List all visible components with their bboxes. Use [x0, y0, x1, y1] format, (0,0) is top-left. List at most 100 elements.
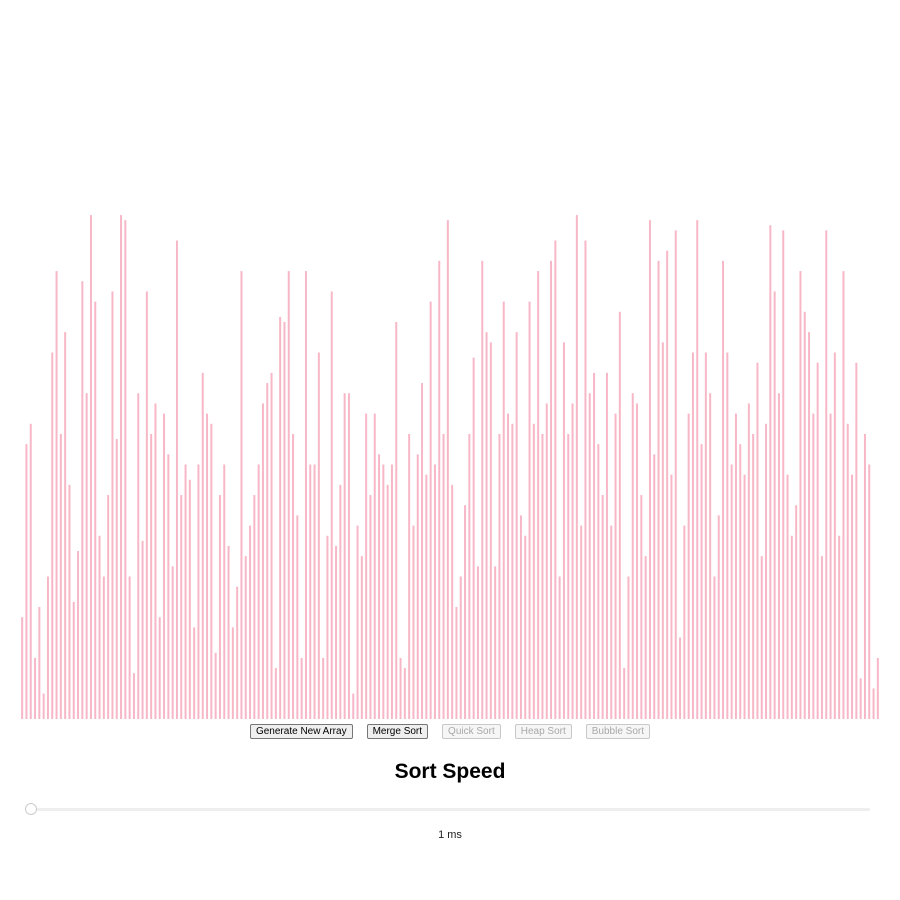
- array-bar: [132, 673, 135, 719]
- array-bar: [653, 454, 656, 719]
- array-bar: [292, 433, 295, 719]
- array-bar: [180, 495, 183, 719]
- array-bar: [666, 250, 669, 719]
- array-bar: [158, 617, 161, 719]
- array-bar: [197, 464, 200, 719]
- array-bar: [713, 576, 716, 719]
- array-bar: [631, 393, 634, 719]
- array-bar: [532, 423, 535, 719]
- array-bar: [782, 230, 785, 719]
- array-bar: [545, 403, 548, 719]
- array-bar: [218, 495, 221, 719]
- array-bar: [137, 393, 140, 719]
- heap-sort-button: Heap Sort: [514, 724, 572, 739]
- sort-speed-value: 1 ms: [438, 829, 462, 841]
- array-bar: [610, 525, 613, 719]
- array-bar: [373, 413, 376, 719]
- array-bar: [287, 271, 290, 719]
- array-bar: [717, 515, 720, 719]
- array-bar: [872, 688, 875, 719]
- array-bar: [825, 230, 828, 719]
- array-bar: [111, 291, 114, 719]
- array-bar: [455, 607, 458, 719]
- array-bar: [421, 383, 424, 719]
- array-bar: [184, 464, 187, 719]
- array-bar: [29, 423, 32, 719]
- array-bar: [425, 474, 428, 719]
- array-bar: [786, 474, 789, 719]
- array-bar: [390, 464, 393, 719]
- array-bar: [550, 260, 553, 719]
- array-bar: [670, 474, 673, 719]
- merge-sort-button[interactable]: Merge Sort: [366, 724, 429, 739]
- array-bar: [124, 220, 127, 719]
- array-bar: [795, 505, 798, 719]
- array-bar: [507, 413, 510, 719]
- array-bar: [476, 566, 479, 719]
- array-bar: [206, 413, 209, 719]
- array-bar: [317, 352, 320, 719]
- array-bar: [175, 240, 178, 719]
- array-bar: [593, 372, 596, 719]
- array-bar: [679, 637, 682, 719]
- array-bar: [51, 352, 54, 719]
- array-bar: [756, 362, 759, 719]
- array-bar: [25, 444, 28, 719]
- array-bar: [227, 545, 230, 719]
- array-bar: [163, 413, 166, 719]
- array-bar: [765, 423, 768, 719]
- array-bar: [472, 357, 475, 719]
- array-bar: [249, 525, 252, 719]
- array-bar: [640, 495, 643, 719]
- array-bar: [399, 657, 402, 719]
- array-bar: [382, 464, 385, 719]
- array-bar: [412, 525, 415, 719]
- array-bar: [459, 576, 462, 719]
- array-bar: [855, 362, 858, 719]
- array-bar: [309, 464, 312, 719]
- array-bar: [94, 301, 97, 719]
- array-bar: [81, 281, 84, 719]
- array-bar: [231, 627, 234, 719]
- array-bar: [360, 556, 363, 719]
- array-bar: [747, 403, 750, 719]
- array-bar: [395, 321, 398, 719]
- sort-speed-slider[interactable]: [25, 803, 870, 817]
- array-bar: [722, 260, 725, 719]
- array-bar: [494, 566, 497, 719]
- array-bar: [300, 657, 303, 719]
- generate-new-array-button[interactable]: Generate New Array: [249, 724, 353, 739]
- array-bar: [429, 301, 432, 719]
- array-bar: [244, 556, 247, 719]
- array-bar: [167, 454, 170, 719]
- slider-track[interactable]: [27, 808, 870, 811]
- array-bar: [42, 693, 45, 719]
- array-bar: [352, 693, 355, 719]
- array-bar: [38, 607, 41, 719]
- array-bar: [468, 433, 471, 719]
- array-bar: [55, 271, 58, 719]
- slider-thumb[interactable]: [25, 803, 38, 815]
- array-bar: [253, 495, 256, 719]
- array-bar: [541, 433, 544, 719]
- array-bar: [588, 393, 591, 719]
- array-bar: [408, 433, 411, 719]
- array-bar: [623, 668, 626, 719]
- array-bar: [537, 271, 540, 719]
- array-bar: [876, 657, 879, 719]
- array-bar: [85, 393, 88, 719]
- array-bar: [77, 551, 80, 719]
- array-bar: [627, 576, 630, 719]
- array-bar: [335, 545, 338, 719]
- array-bar: [365, 413, 368, 719]
- array-bar: [145, 291, 148, 719]
- array-bar: [605, 372, 608, 719]
- array-bar: [691, 352, 694, 719]
- array-bar: [378, 454, 381, 719]
- array-bar: [279, 316, 282, 719]
- array-bar: [193, 627, 196, 719]
- array-bar: [511, 423, 514, 719]
- array-bar: [687, 413, 690, 719]
- array-bar: [236, 586, 239, 719]
- sort-controls: Generate New Array Merge Sort Quick Sort…: [0, 724, 900, 742]
